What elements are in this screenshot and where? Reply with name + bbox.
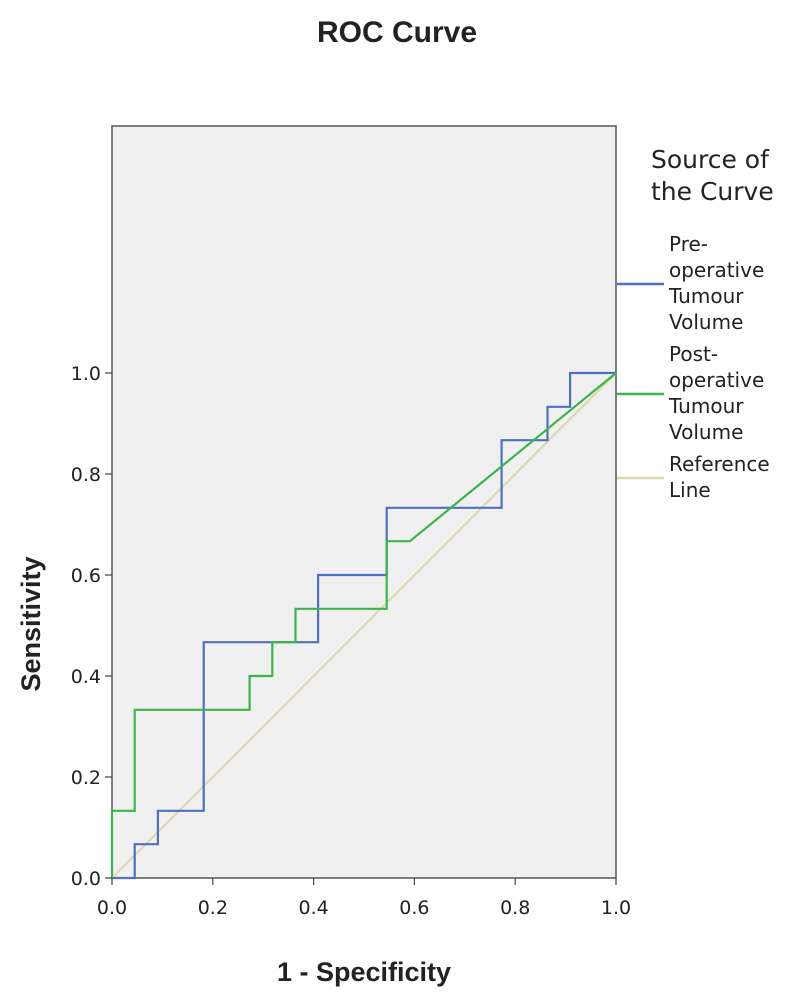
legend-label-reference-line: Line — [669, 478, 711, 502]
y-axis: 0.0 0.2 0.4 0.6 0.8 1.0 — [71, 363, 112, 890]
legend-label-post-operative-tumour-volume: Tumour — [668, 394, 744, 418]
legend-title: the Curve — [651, 177, 774, 206]
y-tick-label: 0.8 — [71, 464, 101, 486]
y-tick-label: 1.0 — [71, 363, 101, 385]
series-group — [110, 371, 617, 880]
legend-label-pre-operative-tumour-volume: Volume — [669, 310, 743, 334]
y-tick-label: 0.2 — [71, 767, 101, 789]
chart-title: ROC Curve — [317, 16, 477, 49]
legend-label-pre-operative-tumour-volume: operative — [669, 258, 764, 282]
legend-label-post-operative-tumour-volume: Volume — [669, 420, 743, 444]
legend-label-reference-line: Reference — [669, 452, 770, 476]
x-tick-label: 0.2 — [198, 897, 228, 919]
y-tick-label: 0.0 — [71, 868, 101, 890]
legend-label-post-operative-tumour-volume: operative — [669, 368, 764, 392]
y-tick-label: 0.6 — [71, 565, 101, 587]
legend-label-post-operative-tumour-volume: Post- — [669, 342, 718, 366]
legend-title: Source of — [651, 145, 770, 174]
x-tick-label: 1.0 — [601, 897, 631, 919]
series-line-post-operative-tumour-volume — [110, 372, 617, 878]
y-axis-label: Sensitivity — [16, 556, 46, 691]
legend-label-pre-operative-tumour-volume: Tumour — [668, 284, 744, 308]
x-axis-label: 1 - Specificity — [277, 957, 451, 987]
plot-area — [111, 125, 617, 879]
legend-label-pre-operative-tumour-volume: Pre- — [669, 232, 708, 256]
x-tick-label: 0.6 — [399, 897, 429, 919]
x-tick-label: 0.8 — [500, 897, 530, 919]
x-axis: 0.0 0.2 0.4 0.6 0.8 1.0 — [97, 878, 631, 919]
y-tick-label: 0.4 — [71, 666, 101, 688]
x-tick-label: 0.0 — [97, 897, 127, 919]
x-tick-label: 0.4 — [298, 897, 328, 919]
series-line-reference-line — [111, 372, 617, 879]
series-line-pre-operative-tumour-volume — [112, 371, 616, 880]
